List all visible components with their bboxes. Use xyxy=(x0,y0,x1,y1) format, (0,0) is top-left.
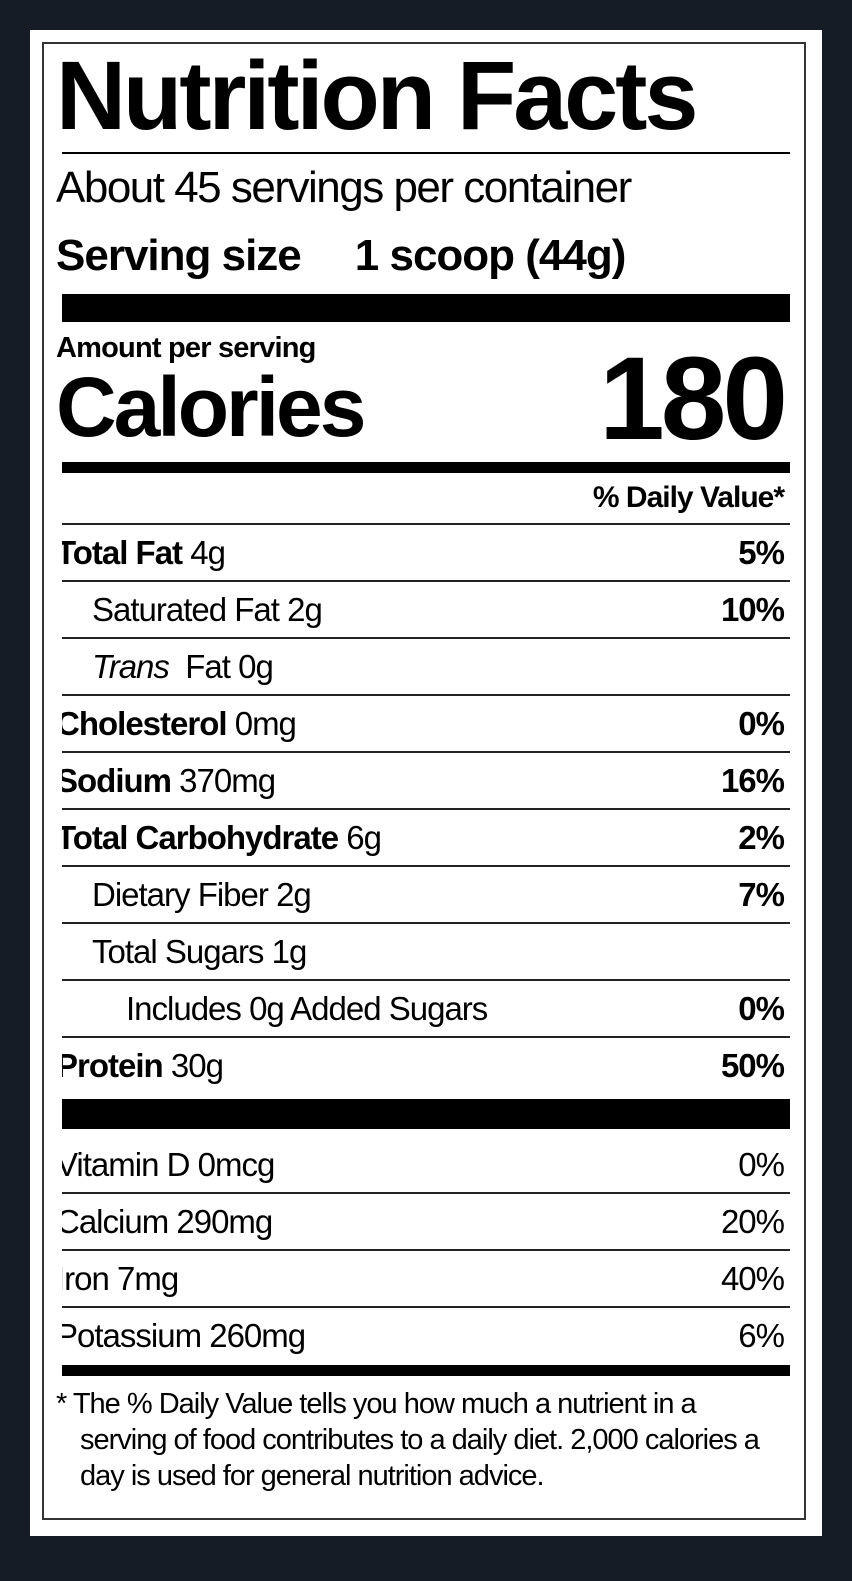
nutrient-name: Total Carbohydrate xyxy=(62,819,339,856)
vitamin-dv: 40% xyxy=(720,1260,785,1297)
nutrient-dv xyxy=(784,639,790,694)
nutrient-dv: 0% xyxy=(738,990,785,1027)
nutrient-dv xyxy=(784,924,790,979)
calories-value: 180 xyxy=(599,333,788,465)
nutrient-amount: 2g xyxy=(276,876,312,913)
nutrient-dv: 2% xyxy=(738,819,785,856)
label-panel xyxy=(30,30,822,1536)
nutrient-name: Saturated Fat xyxy=(92,591,280,628)
calories-left: Amount per serving Calories xyxy=(56,332,366,462)
medium-divider xyxy=(62,462,790,473)
nutrient-row-dietary-fiber: Dietary Fiber 2g 7% xyxy=(62,865,790,922)
nutrient-amount: 30g xyxy=(170,1047,224,1084)
vitamin-dv: 6% xyxy=(738,1317,785,1354)
thick-divider xyxy=(62,294,790,322)
nutrient-amount: 4g xyxy=(190,534,226,571)
serving-size-value: 1 scoop (44g) xyxy=(354,231,627,280)
vitamin-name: Potassium 260mg xyxy=(62,1317,306,1354)
nutrient-amount: 2g xyxy=(287,591,323,628)
nutrient-row-total-carbohydrate: Total Carbohydrate 6g 2% xyxy=(62,808,790,865)
nutrient-row-cholesterol: Cholesterol 0mg 0% xyxy=(62,694,790,751)
nutrient-name: Dietary Fiber xyxy=(92,876,269,913)
servings-per-container: About 45 servings per container xyxy=(56,163,632,212)
nutrient-amount: 1g xyxy=(271,933,308,970)
nutrient-dv: 50% xyxy=(720,1047,785,1084)
nutrient-dv: 10% xyxy=(720,591,785,628)
medium-divider xyxy=(62,1365,790,1376)
vitamin-row-potassium: Potassium 260mg 6% xyxy=(62,1306,790,1363)
vitamin-dv: 20% xyxy=(720,1203,785,1240)
serving-size-label: Serving size xyxy=(56,231,302,280)
vitamin-dv: 0% xyxy=(738,1146,785,1183)
nutrition-facts-label: Nutrition Facts About 45 servings per co… xyxy=(56,40,790,1494)
nutrient-name: Sodium xyxy=(62,762,172,799)
nutrient-name: Protein xyxy=(62,1047,164,1084)
nutrient-name: Total Fat xyxy=(62,534,183,571)
nutrient-row-total-fat: Total Fat 4g 5% xyxy=(62,523,790,580)
nutrient-dv: 5% xyxy=(738,534,785,571)
nutrient-row-trans-fat: Trans Fat 0g xyxy=(62,637,790,694)
label-border xyxy=(42,42,806,1520)
nutrient-amount: 6g xyxy=(346,819,382,856)
nutrient-row-protein: Protein 30g 50% xyxy=(62,1036,790,1093)
nutrient-amount: 370mg xyxy=(179,762,276,799)
nutrient-dv: 0% xyxy=(738,705,785,742)
daily-value-header: % Daily Value* xyxy=(592,481,785,514)
label-title: Nutrition Facts xyxy=(56,41,698,150)
vitamin-row-vitamin-d: Vitamin D 0mcg 0% xyxy=(62,1129,790,1192)
vitamin-name: Calcium 290mg xyxy=(62,1203,273,1240)
nutrient-row-sodium: Sodium 370mg 16% xyxy=(62,751,790,808)
nutrient-row-saturated-fat: Saturated Fat 2g 10% xyxy=(62,580,790,637)
nutrient-name: Includes 0g Added Sugars xyxy=(126,990,488,1027)
nutrient-name: Trans xyxy=(92,648,170,685)
nutrient-row-added-sugars: Includes 0g Added Sugars 0% xyxy=(62,979,790,1036)
nutrient-dv: 16% xyxy=(720,762,785,799)
footnote: * The % Daily Value tells you how much a… xyxy=(56,1388,760,1492)
vitamin-row-iron: Iron 7mg 40% xyxy=(62,1249,790,1306)
serving-size: Serving size 1 scoop (44g) xyxy=(56,222,790,294)
nutrient-name: Total Sugars xyxy=(92,933,264,970)
calories-label: Calories xyxy=(56,360,366,454)
calories-row: Amount per serving Calories 180 xyxy=(56,322,790,462)
nutrient-name: Cholesterol xyxy=(62,705,228,742)
nutrient-amount: Fat 0g xyxy=(185,648,274,685)
nutrient-row-total-sugars: Total Sugars 1g xyxy=(62,922,790,979)
thick-divider xyxy=(62,1099,790,1129)
vitamin-name: Iron 7mg xyxy=(62,1260,179,1297)
vitamin-row-calcium: Calcium 290mg 20% xyxy=(62,1192,790,1249)
nutrient-amount: 0mg xyxy=(234,705,297,742)
vitamin-name: Vitamin D 0mcg xyxy=(62,1146,275,1183)
nutrient-dv: 7% xyxy=(738,876,785,913)
divider xyxy=(62,152,790,154)
amount-per-serving: Amount per serving xyxy=(56,332,316,364)
